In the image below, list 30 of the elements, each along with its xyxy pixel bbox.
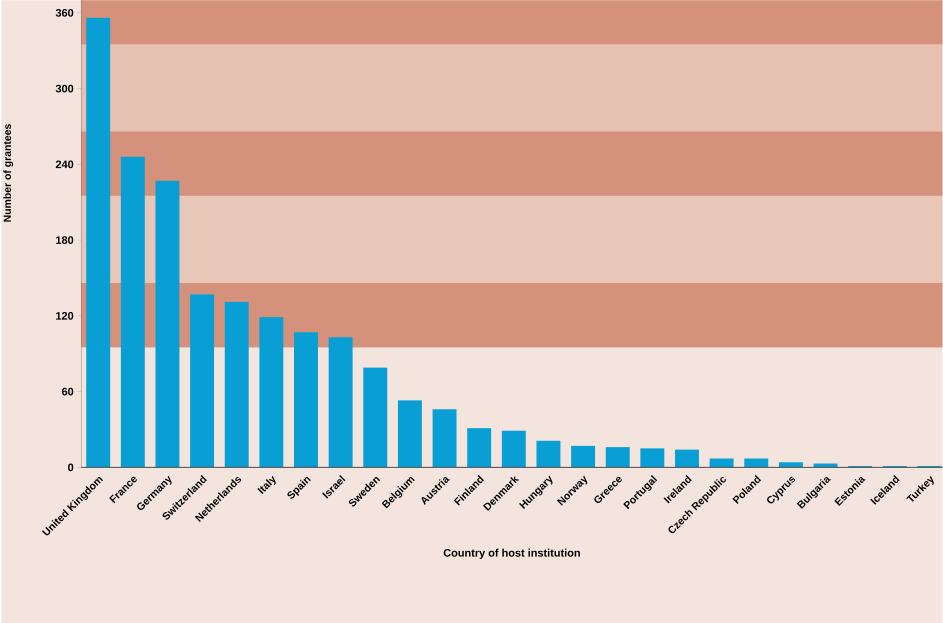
bar [294,332,318,468]
bar [190,294,214,468]
bar [398,400,422,468]
bar [744,458,768,468]
bar [328,337,353,468]
bar [120,156,145,468]
bar [467,428,492,468]
bar [710,458,734,468]
bar [86,18,110,468]
bar [640,448,664,468]
bar [606,447,630,468]
y-tick-label: 120 [56,312,74,320]
bar [224,302,249,468]
bar [432,409,457,468]
bar [571,446,596,468]
y-tick-label: 180 [56,236,74,244]
y-axis-title: Number of grantees [3,124,14,222]
y-tick-label: 360 [56,8,74,17]
y-tick-label: 240 [56,160,74,168]
bar [675,450,699,468]
y-tick-label: 60 [62,388,74,396]
bar [536,440,560,468]
y-tick-label: 0 [68,463,74,472]
bar [363,368,388,468]
bar [502,430,526,468]
y-tick-label: 300 [56,84,74,92]
bar [259,317,284,468]
bar [155,180,180,468]
bar [814,464,838,468]
x-axis-title: Country of host institution [444,548,580,559]
